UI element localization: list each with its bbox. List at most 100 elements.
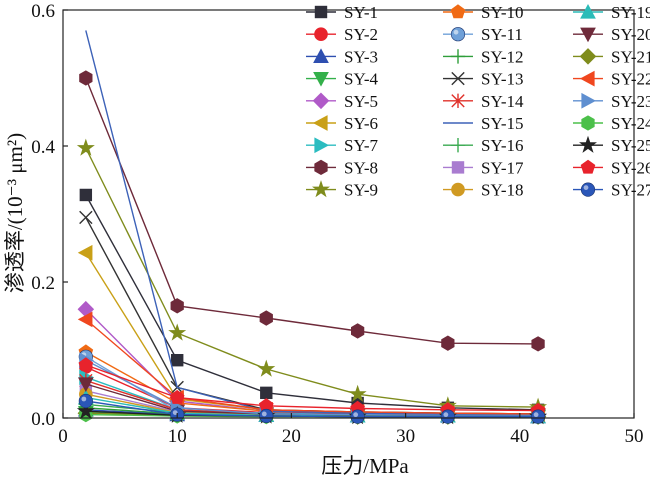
series-line-sy-9: [85, 147, 539, 408]
legend-marker-sy-14: [451, 93, 465, 108]
legend-marker-sy-26: [580, 159, 596, 174]
data-point-sy-27-2-highlight: [261, 411, 267, 417]
data-point-sy-8-2: [259, 310, 273, 326]
legend-marker-sy-22: [579, 70, 595, 87]
legend-item-sy-25: SY-25: [573, 135, 650, 155]
data-point-sy-8-1: [170, 298, 184, 314]
legend-label: SY-22: [611, 70, 650, 89]
x-tick-label: 30: [396, 426, 415, 447]
x-axis-label: 压力/MPa: [321, 454, 409, 478]
series-sy-27: [78, 393, 546, 424]
legend-label: SY-10: [481, 3, 524, 22]
series-sy-13: [79, 210, 545, 421]
series-line-sy-27: [85, 400, 539, 418]
legend-item-sy-24: SY-24: [573, 114, 650, 133]
legend-item-sy-16: SY-16: [443, 136, 524, 155]
legend-item-sy-11: SY-11: [443, 25, 523, 44]
legend-marker-sy-18: [451, 182, 465, 197]
legend-marker-sy-6: [312, 115, 328, 131]
legend-marker-sy-8: [314, 159, 328, 176]
data-point-sy-8-4: [441, 335, 455, 351]
series-sy-15: [85, 30, 539, 416]
legend-item-sy-9: SY-9: [306, 180, 378, 200]
legend-label: SY-4: [344, 70, 379, 89]
legend-marker-sy-1: [314, 5, 328, 19]
legend-label: SY-11: [481, 25, 523, 44]
data-point-sy-20-0: [77, 377, 94, 393]
series-line-sy-23: [85, 359, 539, 416]
legend-item-sy-2: SY-2: [306, 25, 378, 44]
legend-marker-sy-4: [313, 72, 329, 87]
legend-item-sy-18: SY-18: [443, 181, 524, 200]
legend-item-sy-1: SY-1: [306, 3, 378, 22]
legend-marker-sy-5: [312, 92, 330, 110]
legend-label: SY-7: [344, 136, 379, 155]
data-point-sy-1-0: [79, 188, 93, 202]
legend-label: SY-24: [611, 114, 650, 133]
y-tick-label: 0.0: [31, 409, 55, 430]
data-point-sy-8-0: [79, 70, 93, 86]
legend-label: SY-3: [344, 47, 378, 66]
legend-item-sy-5: SY-5: [306, 92, 378, 111]
legend-label: SY-25: [611, 136, 650, 155]
legend-marker-sy-2: [314, 27, 328, 41]
data-point-sy-27-4-highlight: [443, 412, 449, 418]
x-tick-label: 50: [625, 426, 644, 447]
legend-label: SY-14: [481, 92, 524, 111]
legend-marker-sy-20: [580, 27, 596, 43]
legend-marker-sy-25: [579, 135, 597, 153]
series-line-sy-15: [85, 30, 539, 416]
legend-item-sy-8: SY-8: [306, 158, 378, 177]
legend-marker-sy-13: [451, 71, 465, 86]
legend-marker-sy-21: [579, 48, 597, 65]
legend-item-sy-3: SY-3: [306, 47, 378, 66]
legend-item-sy-27: SY-27: [573, 181, 650, 200]
data-point-sy-26-0: [78, 357, 94, 372]
series-sy-5: [77, 300, 547, 423]
legend-marker-sy-7: [314, 137, 330, 154]
legend-marker-sy-27: [580, 182, 596, 197]
data-point-sy-8-3: [351, 323, 365, 339]
legend-item-sy-19: SY-19: [573, 3, 650, 22]
data-point-sy-1-1: [171, 354, 184, 367]
legend-item-sy-21: SY-21: [573, 47, 650, 66]
legend-label: SY-27: [611, 181, 650, 200]
legend-marker-sy-11-highlight: [453, 29, 459, 35]
legend-label: SY-17: [481, 158, 524, 177]
y-tick-label: 0.4: [31, 137, 55, 158]
series-line-sy-8: [85, 77, 539, 345]
legend-marker-sy-10: [450, 4, 466, 19]
legend-item-sy-23: SY-23: [573, 92, 650, 111]
legend-item-sy-26: SY-26: [573, 158, 650, 177]
legend-marker-sy-24: [581, 115, 595, 131]
legend-marker-sy-17: [451, 161, 465, 174]
legend-label: SY-12: [481, 47, 524, 66]
data-point-sy-1-2: [260, 386, 273, 400]
legend-marker-sy-27-highlight: [583, 185, 589, 191]
data-point-sy-9-1: [168, 323, 187, 341]
legend-label: SY-21: [611, 47, 650, 66]
data-point-sy-27-3: [350, 409, 365, 424]
legend-marker-sy-11: [450, 27, 466, 42]
legend-label: SY-5: [344, 92, 378, 111]
data-point-sy-27-0-highlight: [81, 396, 87, 402]
data-point-sy-9-3: [348, 384, 367, 402]
legend-label: SY-23: [611, 92, 650, 111]
legend-item-sy-22: SY-22: [573, 70, 650, 89]
legend-label: SY-19: [611, 3, 650, 22]
axes-layer: 0 10 20 30 40 50 0.0 0.2 0.4 0.6: [31, 1, 643, 447]
data-point-sy-9-0: [76, 138, 95, 156]
data-point-sy-22-0: [77, 311, 93, 328]
legend-marker-sy-19: [580, 3, 596, 19]
series-line-sy-1: [85, 194, 539, 411]
legend-item-sy-17: SY-17: [443, 158, 524, 177]
legend-item-sy-20: SY-20: [573, 25, 650, 44]
data-point-sy-27-1-highlight: [172, 410, 178, 415]
data-point-sy-26-1: [169, 389, 185, 404]
data-point-sy-27-5: [530, 409, 546, 424]
data-point-sy-27-3-highlight: [353, 412, 359, 418]
legend-item-sy-15: SY-15: [443, 114, 524, 133]
data-point-sy-27-0: [78, 393, 93, 409]
legend-marker-sy-16: [450, 138, 466, 153]
